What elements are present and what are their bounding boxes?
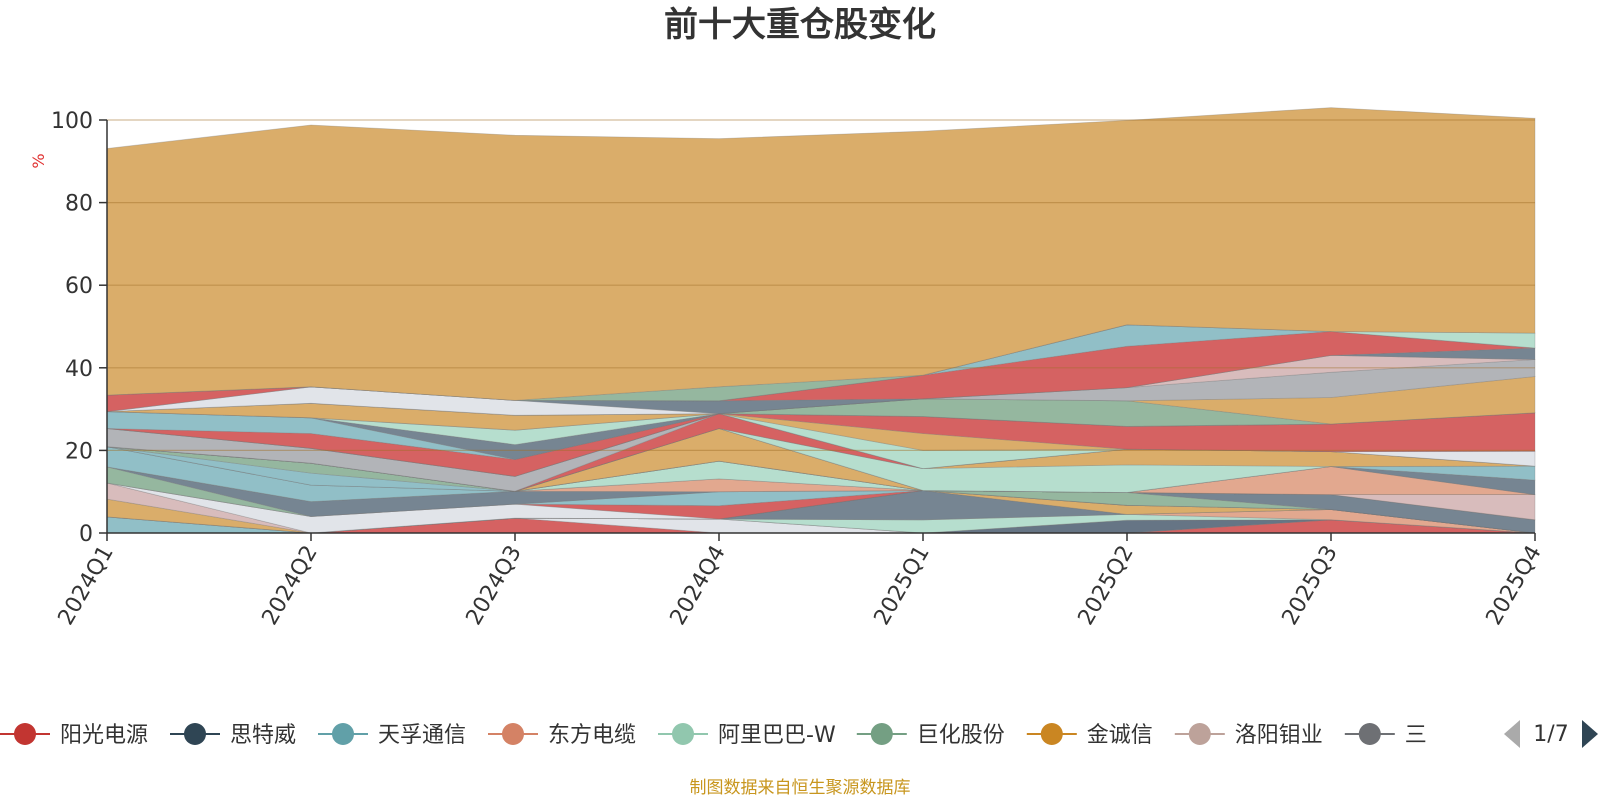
y-tick-label: 100 bbox=[51, 109, 93, 134]
x-tick-label: 2024Q1 bbox=[54, 541, 119, 629]
legend-marker-icon bbox=[1358, 723, 1381, 745]
legend-item-6[interactable]: 金诚信 bbox=[1026, 723, 1153, 748]
legend-marker-icon bbox=[1040, 723, 1063, 745]
legend-item-1[interactable]: 思特威 bbox=[170, 723, 296, 748]
x-tick-label: 2025Q2 bbox=[1074, 541, 1139, 629]
axes bbox=[106, 120, 1535, 534]
y-tick-label: 0 bbox=[79, 522, 93, 547]
legend-item-0[interactable]: 阳光电源 bbox=[0, 723, 148, 748]
grid-lines bbox=[107, 119, 1535, 451]
area-series-41 bbox=[106, 347, 1536, 415]
x-axis-ticks: 2024Q1 2024Q2 2024Q3 2024Q4 2025Q1 2025Q2 2025… bbox=[54, 533, 1547, 629]
legend-page-indicator: 1/7 bbox=[1533, 722, 1568, 747]
legend-item-4[interactable]: 阿里巴巴-W bbox=[658, 723, 836, 748]
area-series-group bbox=[106, 107, 1536, 534]
x-tick-label: 2025Q4 bbox=[1482, 541, 1547, 629]
legend-label: 金诚信 bbox=[1087, 723, 1153, 748]
area-series-16 bbox=[106, 446, 1536, 521]
y-axis-ticks: 0 20 40 60 80 100 bbox=[51, 109, 107, 547]
area-series-46 bbox=[106, 107, 1536, 401]
legend-label: 阿里巴巴-W bbox=[718, 723, 836, 748]
area-series-20 bbox=[106, 446, 1535, 495]
legend-marker-icon bbox=[870, 723, 893, 745]
legend[interactable]: 阳光电源 思特威 天孚通信 东方电缆 阿里巴巴-W 巨化股份 金诚信 洛阳钼业 三 bbox=[0, 723, 1427, 748]
legend-label: 巨化股份 bbox=[917, 723, 1005, 748]
legend-next-icon[interactable] bbox=[1582, 720, 1598, 748]
chart-title: 前十大重仓股变化 bbox=[664, 5, 936, 45]
data-source-note: 制图数据来自恒生聚源数据库 bbox=[690, 778, 911, 798]
area-series-42 bbox=[106, 331, 1536, 413]
y-tick-label: 20 bbox=[65, 439, 93, 464]
y-tick-label: 60 bbox=[65, 274, 93, 299]
y-tick-label: 40 bbox=[65, 357, 93, 382]
legend-label: 三 bbox=[1405, 723, 1427, 748]
legend-item-2[interactable]: 天孚通信 bbox=[318, 723, 466, 748]
area-series-38 bbox=[106, 359, 1536, 416]
legend-marker-icon bbox=[332, 723, 355, 745]
area-series-18 bbox=[106, 446, 1536, 521]
legend-label: 天孚通信 bbox=[378, 723, 466, 748]
legend-item-8[interactable]: 三 bbox=[1344, 723, 1427, 748]
legend-pager[interactable]: 1/7 bbox=[1504, 720, 1598, 748]
legend-item-7[interactable]: 洛阳钼业 bbox=[1174, 723, 1323, 748]
legend-item-5[interactable]: 巨化股份 bbox=[856, 723, 1005, 748]
legend-label: 阳光电源 bbox=[60, 723, 148, 748]
legend-label: 思特威 bbox=[230, 723, 296, 748]
legend-label: 东方电缆 bbox=[548, 723, 636, 748]
y-tick-label: 80 bbox=[65, 192, 93, 217]
area-series-19 bbox=[106, 446, 1535, 495]
x-tick-label: 2025Q1 bbox=[870, 541, 935, 629]
legend-marker-icon bbox=[1188, 723, 1211, 745]
x-tick-label: 2025Q3 bbox=[1278, 541, 1343, 629]
legend-marker-icon bbox=[184, 723, 207, 745]
legend-marker-icon bbox=[14, 723, 36, 745]
legend-marker-icon bbox=[502, 723, 525, 745]
legend-label: 洛阳钼业 bbox=[1235, 723, 1323, 748]
legend-marker-icon bbox=[672, 723, 695, 745]
x-tick-label: 2024Q2 bbox=[258, 541, 323, 629]
x-tick-label: 2024Q4 bbox=[666, 541, 731, 629]
legend-item-3[interactable]: 东方电缆 bbox=[488, 723, 636, 748]
x-tick-label: 2024Q3 bbox=[462, 541, 527, 629]
area-series-44 bbox=[106, 324, 1536, 402]
area-series-37 bbox=[106, 376, 1536, 431]
y-axis-label: % bbox=[29, 153, 48, 168]
legend-prev-icon[interactable] bbox=[1504, 720, 1520, 748]
